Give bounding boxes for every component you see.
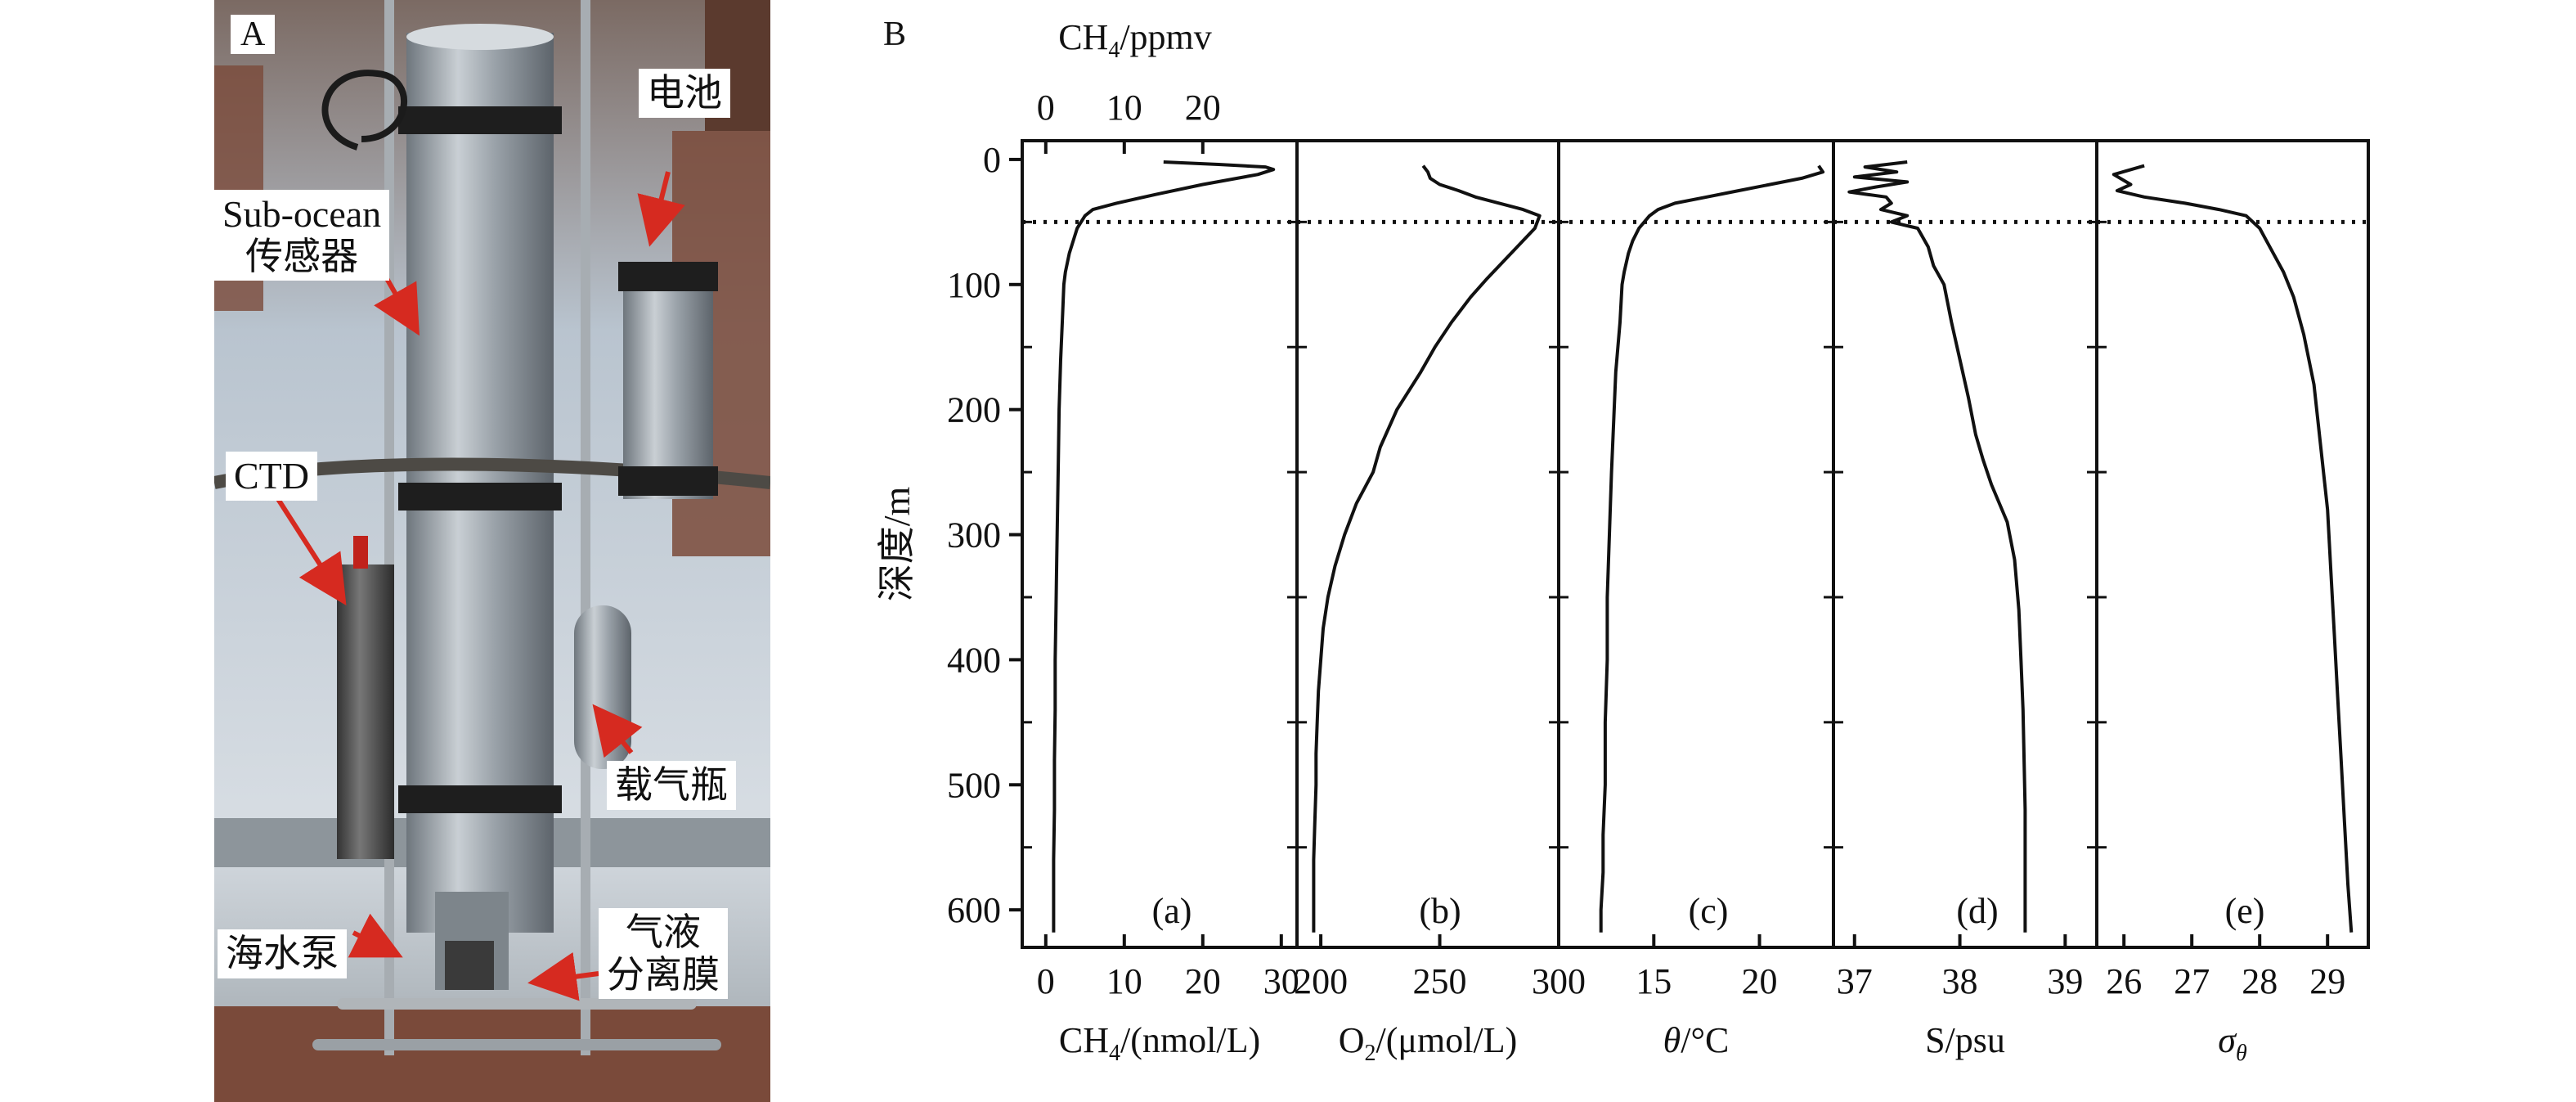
panel-frame-c: [1557, 139, 1835, 949]
x-tick-label-a-0: 0: [1037, 961, 1055, 1001]
y-tick-label-100: 100: [947, 265, 1001, 305]
profile-line-c: [1599, 164, 1825, 933]
photo-panel: 电池 Sub-ocean 传感器 CTD 载气瓶 海水泵 气液 分离膜: [214, 0, 770, 1102]
y-tick-label-600: 600: [947, 890, 1001, 930]
profile-line-b: [1312, 164, 1542, 933]
panel-frame-a: [1021, 139, 1299, 949]
x-tick-label-d-39: 39: [2047, 961, 2083, 1001]
y-tick-label-500: 500: [947, 765, 1001, 805]
label-gas-liquid-membrane: 气液 分离膜: [599, 908, 728, 1000]
x-axis-label-d: S/psu: [1925, 1020, 2005, 1060]
label-sub-ocean-line1: Sub-ocean: [222, 193, 382, 235]
x-axis-label-a: CH4/(nmol/L): [1059, 1020, 1260, 1066]
x-tick-label-d-37: 37: [1837, 961, 1873, 1001]
x-tick-label-c-15: 15: [1636, 961, 1672, 1001]
label-ctd: CTD: [226, 452, 317, 501]
x-tick-label-a-30: 30: [1263, 961, 1299, 1001]
x-tick-label-e-26: 26: [2106, 961, 2142, 1001]
x-tick-label-d-38: 38: [1942, 961, 1978, 1001]
panel-tag-a: (a): [1152, 891, 1192, 931]
label-sub-ocean-sensor: Sub-ocean 传感器: [214, 190, 390, 281]
y-tick-label-0: 0: [983, 140, 1001, 180]
x-axis-label-c: θ/°C: [1663, 1020, 1730, 1060]
x-tick-label-a-10: 10: [1106, 961, 1142, 1001]
y-axis-title: 深度/m: [876, 487, 918, 602]
profile-line-d: [1847, 160, 2027, 933]
y-tick-label-200: 200: [947, 390, 1001, 430]
x-tick-label-a-20: 20: [1185, 961, 1221, 1001]
y-tick-label-300: 300: [947, 515, 1001, 555]
panel-tag-b: (b): [1419, 891, 1461, 931]
x-axis-label-e: σθ: [2218, 1020, 2247, 1066]
label-gas-bottle: 载气瓶: [607, 761, 736, 810]
panel-tag-e: (e): [2225, 891, 2265, 931]
x-tick-label-e-29: 29: [2309, 961, 2345, 1001]
profile-line-a: [1052, 160, 1276, 933]
instrument-photo: [214, 0, 770, 1102]
profile-line-e: [2112, 164, 2354, 933]
y-tick-label-400: 400: [947, 640, 1001, 680]
x-tick-label-e-27: 27: [2174, 961, 2210, 1001]
top-tick-label-0: 0: [1037, 88, 1055, 128]
x-tick-label-b-300: 300: [1532, 961, 1586, 1001]
panel-tag-c: (c): [1689, 891, 1729, 931]
label-sub-ocean-line2: 传感器: [245, 235, 359, 277]
top-axis-label-a: CH4/ppmv: [1058, 17, 1212, 63]
label-membrane-line1: 气液: [626, 911, 701, 953]
panel-frame-d: [1832, 139, 2098, 949]
label-seawater-pump: 海水泵: [218, 929, 347, 978]
x-tick-label-e-28: 28: [2242, 961, 2278, 1001]
panel-frame-b: [1295, 139, 1560, 949]
panel-frame-e: [2095, 139, 2370, 949]
x-tick-label-b-200: 200: [1294, 961, 1348, 1001]
x-tick-label-b-250: 250: [1413, 961, 1467, 1001]
panel-b-letter: B: [883, 16, 907, 53]
top-tick-label-10: 10: [1106, 88, 1142, 128]
panel-tag-d: (d): [1956, 891, 1998, 931]
label-battery: 电池: [639, 69, 730, 118]
top-tick-label-20: 20: [1185, 88, 1221, 128]
panel-a-letter: A: [231, 15, 276, 54]
label-membrane-line2: 分离膜: [607, 953, 720, 996]
x-tick-label-c-20: 20: [1742, 961, 1778, 1001]
x-axis-label-b: O2/(μmol/L): [1339, 1020, 1517, 1066]
